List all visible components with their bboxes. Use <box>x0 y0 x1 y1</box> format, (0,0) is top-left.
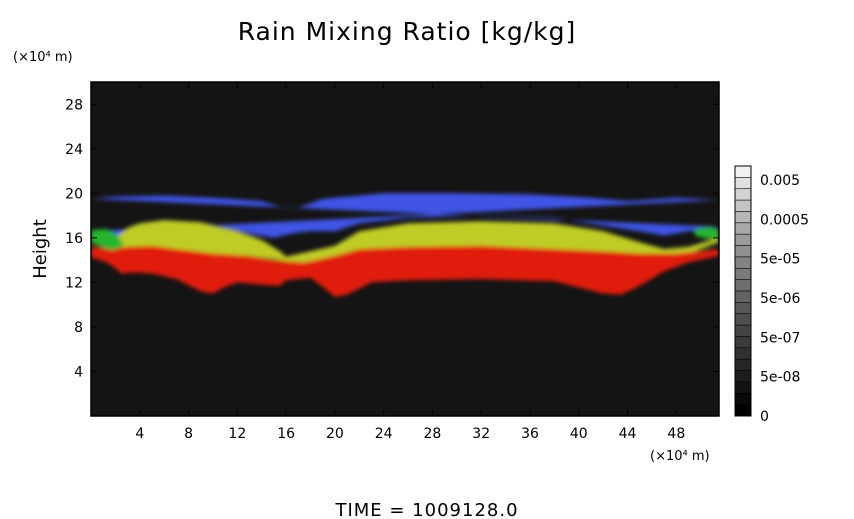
colorbar-swatch <box>734 188 752 201</box>
x-tick-label: 36 <box>521 426 539 442</box>
x-tick-label: 44 <box>619 426 637 442</box>
colorbar-swatch <box>734 313 752 326</box>
colorbar-swatch <box>734 381 752 394</box>
y-tick-label: 28 <box>65 97 83 113</box>
y-tick-label: 8 <box>74 320 83 336</box>
colorbar-swatch <box>734 177 752 190</box>
y-axis-label: Height <box>30 219 51 279</box>
y-tick-label: 16 <box>65 231 83 247</box>
colorbar-swatch <box>734 347 752 360</box>
region-yellow <box>115 220 719 264</box>
region-green-left <box>91 229 123 251</box>
colorbar-swatch <box>734 324 752 337</box>
colorbar-swatch <box>734 256 752 269</box>
x-axis-unit: (×10⁴ m) <box>650 449 710 464</box>
x-ticks: 4 8 12 16 20 24 28 32 36 40 44 48 <box>135 82 685 442</box>
y-axis-unit: (×10⁴ m) <box>13 50 73 65</box>
colorbar-swatch <box>734 290 752 303</box>
time-footer: TIME = 1009128.0 <box>334 500 518 519</box>
x-tick-label: 16 <box>277 426 295 442</box>
x-tick-label: 12 <box>228 426 246 442</box>
y-tick-label: 12 <box>65 275 83 291</box>
colorbar-label: 5e-07 <box>760 330 800 346</box>
colorbar-swatch <box>734 279 752 292</box>
region-blue <box>91 193 719 238</box>
colorbar-label: 0.0005 <box>760 212 809 228</box>
x-tick-label: 4 <box>135 426 144 442</box>
colorbar-label: 5e-08 <box>760 370 800 386</box>
colorbar-label: 0 <box>760 409 769 425</box>
colorbar-swatch <box>734 233 752 247</box>
colorbar-swatch <box>734 165 752 178</box>
x-tick-label: 20 <box>326 426 344 442</box>
colorbar-swatch <box>734 302 752 315</box>
plot-area <box>91 82 719 416</box>
colorbar-frame <box>734 165 752 417</box>
data-regions <box>91 193 719 297</box>
x-tick-label: 48 <box>667 426 685 442</box>
x-tick-label: 28 <box>424 426 442 442</box>
colorbar-swatch <box>734 211 752 224</box>
y-tick-label: 4 <box>74 364 83 380</box>
x-tick-label: 40 <box>570 426 588 442</box>
chart-title: Rain Mixing Ratio [kg/kg] <box>238 17 577 46</box>
region-red <box>91 245 719 297</box>
colorbar-swatch <box>734 404 752 417</box>
colorbar-swatch <box>734 358 752 372</box>
colorbar-swatch <box>734 336 752 349</box>
colorbar-label: 0.005 <box>760 173 800 189</box>
y-ticks: 4 8 12 16 20 24 28 <box>65 97 719 380</box>
colorbar-swatch <box>734 267 752 281</box>
x-tick-label: 32 <box>472 426 490 442</box>
colorbar-swatch <box>734 392 752 406</box>
colorbar-swatch <box>734 199 752 212</box>
colorbar: 0.005 0.0005 5e-05 5e-06 5e-07 5e-08 0 <box>734 165 809 425</box>
colorbar-swatch <box>734 245 752 258</box>
colorbar-label: 5e-06 <box>760 291 800 307</box>
plot-frame <box>90 81 720 417</box>
colorbar-swatch <box>734 222 752 235</box>
y-tick-label: 20 <box>65 186 83 202</box>
x-tick-label: 24 <box>375 426 393 442</box>
colorbar-label: 5e-05 <box>760 252 800 268</box>
x-tick-label: 8 <box>184 426 193 442</box>
region-green-right <box>694 226 719 239</box>
colorbar-swatch <box>734 370 752 383</box>
y-tick-label: 24 <box>65 142 83 158</box>
